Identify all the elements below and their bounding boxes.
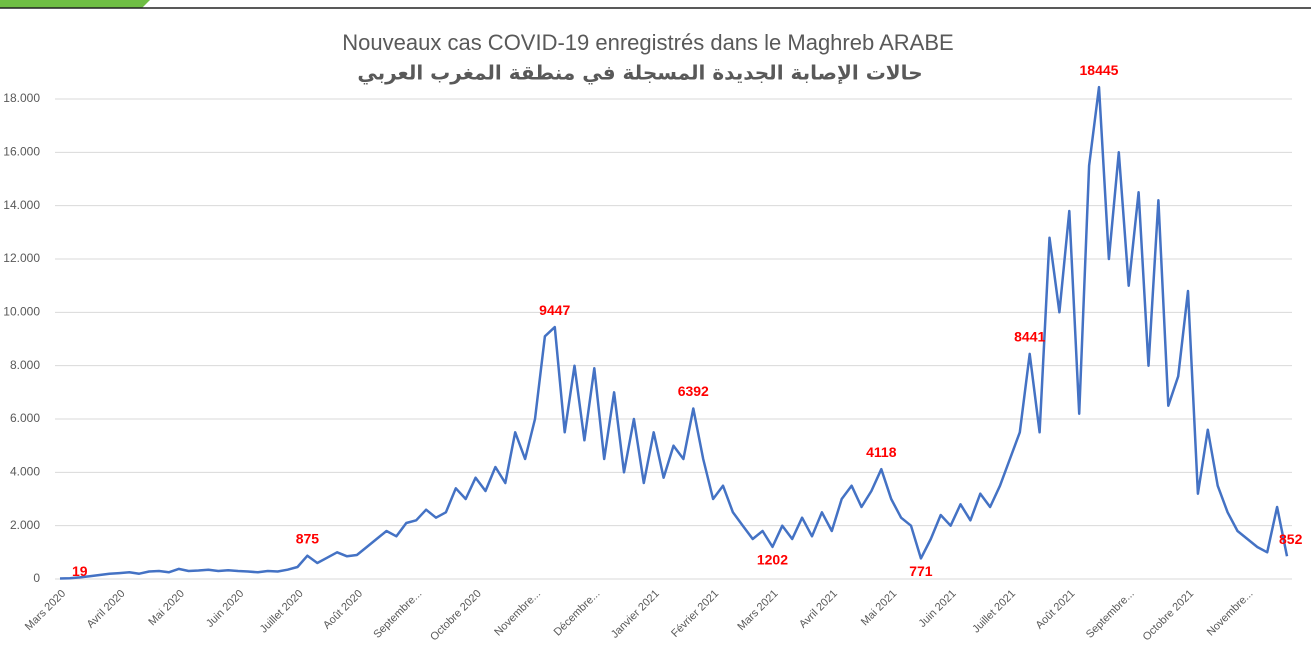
chart-subtitle: حالات الإصابة الجديدة المسجلة في منطقة ا…: [357, 61, 922, 86]
y-tick-label: 12.000: [3, 251, 40, 265]
y-tick-label: 2.000: [10, 518, 40, 532]
data-label: 9447: [539, 302, 570, 318]
y-tick-label: 10.000: [3, 305, 40, 319]
data-label: 875: [296, 530, 320, 546]
data-label: 852: [1279, 531, 1303, 547]
chart-title: Nouveaux cas COVID-19 enregistrés dans l…: [342, 30, 953, 55]
data-label: 6392: [678, 383, 709, 399]
y-tick-label: 16.000: [3, 145, 40, 159]
line: [59, 85, 1289, 580]
y-tick-label: 0: [33, 571, 40, 585]
data-label: 1202: [757, 552, 788, 568]
y-tick-label: 8.000: [10, 358, 40, 372]
data-label: 18445: [1080, 62, 1119, 78]
data-label: 19: [72, 563, 88, 579]
data-label: 771: [909, 563, 933, 579]
tab: [0, 0, 150, 8]
y-tick-label: 6.000: [10, 411, 40, 425]
y-tick-label: 4.000: [10, 465, 40, 479]
y-tick-label: 18.000: [3, 91, 40, 105]
data-label: 8441: [1014, 329, 1045, 345]
y-tick-label: 14.000: [3, 198, 40, 212]
data-label: 4118: [866, 444, 897, 460]
